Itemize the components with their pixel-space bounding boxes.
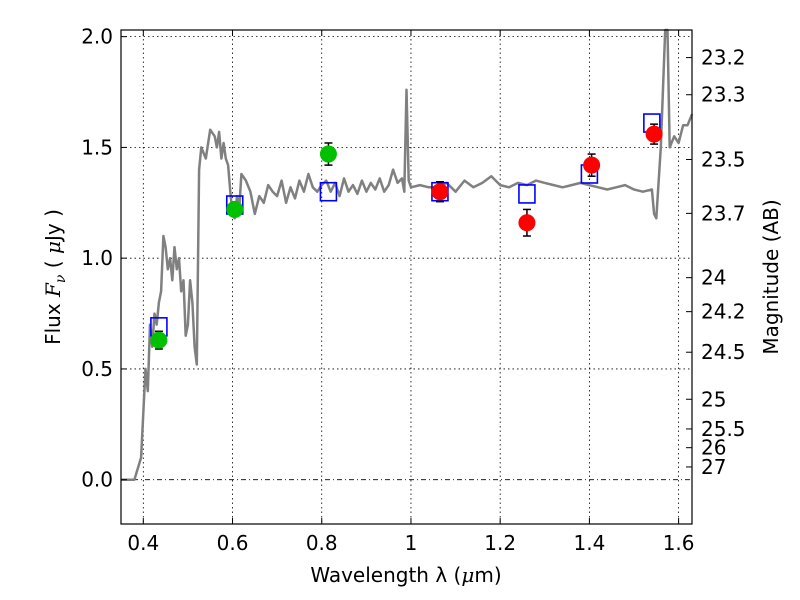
model-flux-square bbox=[319, 181, 338, 202]
magnitude-tick-label: 24.2 bbox=[701, 300, 746, 324]
magnitude-tick-label: 23.7 bbox=[701, 201, 746, 225]
x-tick-label: 1.4 bbox=[573, 531, 605, 555]
model-spectrum-line bbox=[121, 28, 694, 481]
x-axis-ticks: 0.4 0.6 0.8 1 1.2 1.4 1.6 bbox=[127, 30, 695, 555]
model-flux-square bbox=[518, 184, 536, 204]
magnitude-tick-label: 26 bbox=[701, 436, 726, 460]
y-tick-label: 0.5 bbox=[81, 357, 113, 381]
x-tick-label: 0.8 bbox=[306, 531, 338, 555]
magnitude-axis-label: Magnitude (AB) bbox=[759, 199, 783, 354]
magnitude-tick-label: 23.3 bbox=[701, 83, 746, 107]
observed-flux-point bbox=[645, 125, 663, 143]
observed-flux-point bbox=[431, 183, 449, 201]
data-series bbox=[150, 113, 663, 350]
x-tick-label: 1.6 bbox=[663, 531, 695, 555]
observed-flux-point bbox=[583, 156, 601, 174]
plot-frame bbox=[120, 29, 693, 525]
y-tick-label: 0.0 bbox=[81, 468, 113, 492]
observed-flux-point bbox=[150, 331, 168, 349]
magnitude-tick-label: 24 bbox=[701, 266, 726, 290]
magnitude-tick-label: 25.5 bbox=[701, 417, 746, 441]
x-tick-label: 0.4 bbox=[127, 531, 159, 555]
x-tick-label: 1.2 bbox=[484, 531, 516, 555]
y-tick-label: 2.0 bbox=[81, 25, 113, 49]
observed-flux-point bbox=[226, 200, 244, 218]
observed-flux-point bbox=[518, 214, 536, 232]
magnitude-tick-label: 23.2 bbox=[701, 46, 746, 70]
observed-flux-point bbox=[319, 145, 337, 163]
magnitude-tick-label: 25 bbox=[701, 387, 726, 411]
y-tick-label: 1.5 bbox=[81, 135, 113, 159]
magnitude-tick-label: 27 bbox=[701, 455, 726, 479]
x-tick-label: 1 bbox=[405, 531, 418, 555]
model-sed bbox=[121, 28, 694, 481]
magnitude-tick-label: 23.5 bbox=[701, 147, 746, 171]
y-axis-label: Flux Fν ( μJy ) bbox=[41, 209, 69, 345]
y-axis-ticks: 0.0 0.5 1.0 1.5 2.0 bbox=[81, 25, 127, 492]
magnitude-tick-label: 24.5 bbox=[701, 340, 746, 364]
x-tick-label: 0.6 bbox=[217, 531, 249, 555]
y-tick-label: 1.0 bbox=[81, 246, 113, 270]
x-axis-label: Wavelength λ (μm) bbox=[310, 563, 501, 587]
